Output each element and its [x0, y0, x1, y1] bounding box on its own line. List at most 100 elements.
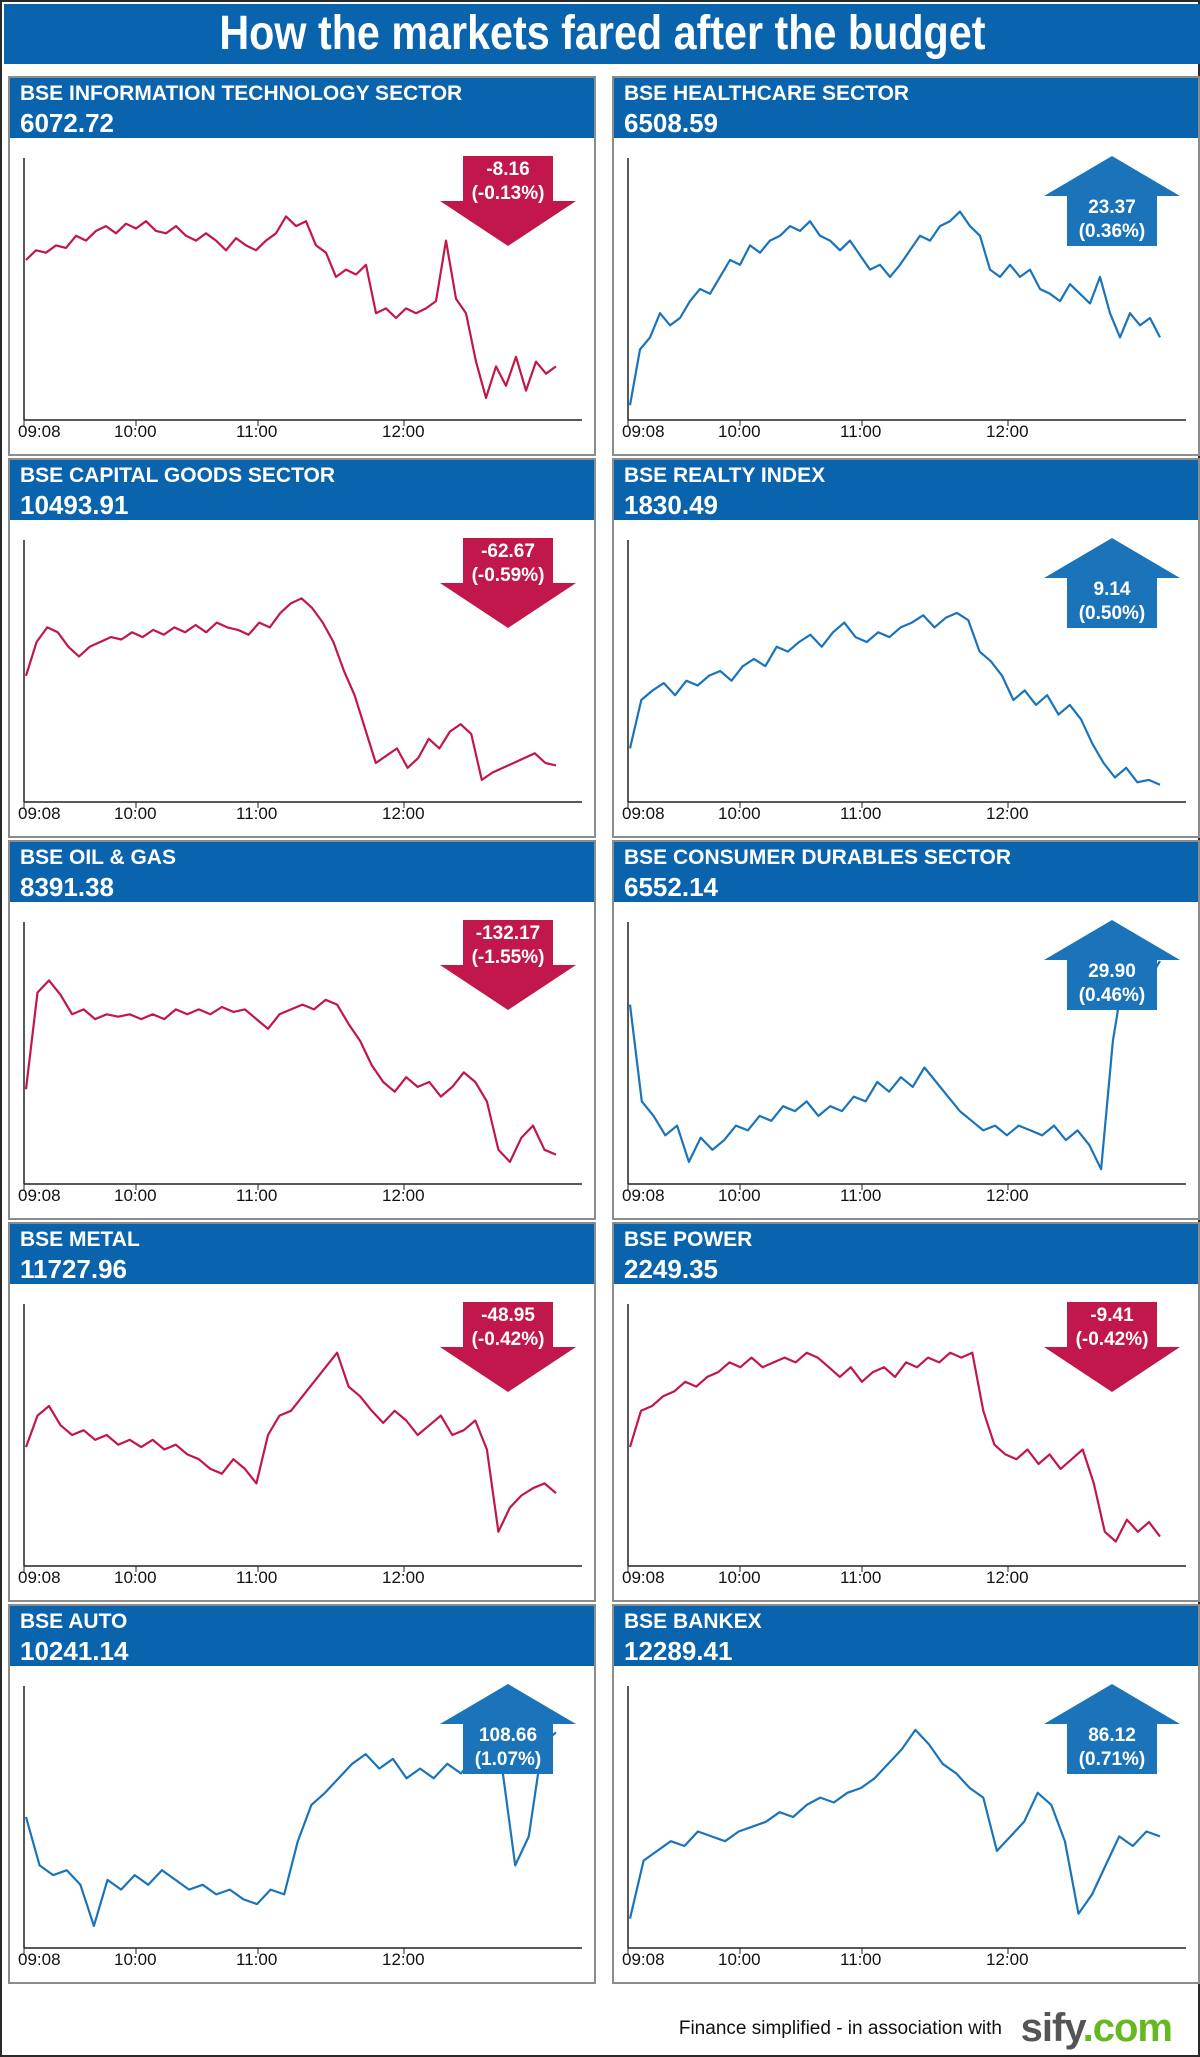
chart-panel: BSE OIL & GAS 8391.38 09:08 10:00 11:00 12:00…: [8, 840, 596, 1220]
panel-header: BSE INFORMATION TECHNOLOGY SECTOR 6072.72: [10, 78, 594, 138]
change-badge-up-arrow: 23.37 (0.36%): [1042, 156, 1182, 246]
chart-panel: BSE CONSUMER DURABLES SECTOR 6552.14 09:08…: [612, 840, 1200, 1220]
index-value: 12289.41: [624, 1636, 733, 1666]
x-tick-label: 10:00: [718, 422, 761, 441]
change-value: -8.16: [486, 159, 530, 180]
down-arrow-icon: [440, 920, 576, 1010]
x-tick-label: 09:08: [18, 422, 61, 441]
sify-logo-com: com: [1092, 2006, 1173, 2050]
change-percent: (0.46%): [1078, 985, 1146, 1006]
x-tick-label: 11:00: [840, 422, 882, 441]
sify-logo-dot: .: [1082, 2006, 1094, 2050]
line-chart: [627, 922, 1186, 1190]
change-percent: (-0.59%): [471, 565, 545, 586]
panel-header: BSE POWER 2249.35: [614, 1224, 1198, 1284]
x-tick-label: 10:00: [718, 1950, 761, 1969]
index-value: 1830.49: [624, 490, 718, 520]
down-arrow-icon: [440, 1302, 576, 1392]
change-badge-up-arrow: 108.66 (1.07%): [438, 1684, 578, 1774]
change-badge-down-arrow: -132.17 (-1.55%): [438, 920, 578, 1010]
index-name: BSE METAL: [20, 1228, 140, 1251]
series-line: [628, 960, 1161, 1171]
change-percent: (-0.42%): [1075, 1329, 1149, 1350]
x-tick-label: 10:00: [114, 422, 157, 441]
index-name: BSE HEALTHCARE SECTOR: [624, 82, 910, 105]
change-percent: (0.36%): [1078, 221, 1146, 242]
change-value: 108.66: [478, 1725, 538, 1746]
x-tick-label: 10:00: [114, 804, 157, 823]
chart-panel: BSE CAPITAL GOODS SECTOR 10493.91 09:08 10:…: [8, 458, 596, 838]
x-tick-label: 11:00: [236, 422, 278, 441]
x-tick-label: 09:08: [622, 804, 665, 823]
series-line: [25, 215, 557, 399]
change-badge-up-arrow: 9.14 (0.50%): [1042, 538, 1182, 628]
x-tick-label: 09:08: [622, 1568, 665, 1587]
series-line: [24, 597, 557, 781]
line-chart: [627, 1304, 1186, 1572]
series-line: [24, 979, 557, 1163]
series-line: [24, 1351, 557, 1533]
x-tick-label: 09:08: [18, 1950, 61, 1969]
down-arrow-icon: [440, 156, 576, 246]
panel-header: BSE OIL & GAS 8391.38: [10, 842, 594, 902]
x-tick-label: 09:08: [622, 1186, 665, 1205]
line-chart: [23, 540, 582, 808]
x-tick-label: 12:00: [986, 1186, 1029, 1205]
series-line: [628, 1351, 1161, 1543]
change-percent: (0.71%): [1078, 1749, 1146, 1770]
down-arrow-icon: [1044, 1302, 1180, 1392]
index-name: BSE CONSUMER DURABLES SECTOR: [624, 846, 1011, 869]
change-percent: (1.07%): [474, 1749, 542, 1770]
up-arrow-icon: [1044, 920, 1180, 1010]
x-tick-label: 12:00: [986, 1568, 1029, 1587]
index-value: 6552.14: [624, 872, 718, 902]
x-tick-label: 09:08: [622, 422, 665, 441]
panel-header: BSE BANKEX 12289.41: [614, 1606, 1198, 1666]
panel-header: BSE HEALTHCARE SECTOR 6508.59: [614, 78, 1198, 138]
chart-panel: BSE POWER 2249.35 09:08 10:00 11:00 12:00 -9.4…: [612, 1222, 1200, 1602]
x-tick-label: 09:08: [18, 1568, 61, 1587]
footer: Finance simplified - in association with…: [622, 2006, 1192, 2050]
index-name: BSE CAPITAL GOODS SECTOR: [20, 464, 336, 487]
change-value: 29.90: [1088, 961, 1136, 982]
x-tick-label: 11:00: [236, 1186, 278, 1205]
panel-header: BSE METAL 11727.96: [10, 1224, 594, 1284]
index-value: 8391.38: [20, 872, 114, 902]
change-percent: (-0.42%): [471, 1329, 545, 1350]
index-value: 10241.14: [20, 1636, 129, 1666]
infographic-title: How the markets fared after the budget: [4, 4, 1200, 64]
line-chart: [23, 158, 582, 426]
change-badge-up-arrow: 86.12 (0.71%): [1042, 1684, 1182, 1774]
change-badge-up-arrow: 29.90 (0.46%): [1042, 920, 1182, 1010]
chart-panel: BSE AUTO 10241.14 09:08 10:00 11:00 12:00 108.…: [8, 1604, 596, 1984]
index-name: BSE BANKEX: [624, 1610, 762, 1633]
x-tick-label: 12:00: [382, 1568, 425, 1587]
x-tick-label: 11:00: [840, 804, 882, 823]
x-tick-label: 11:00: [236, 1950, 278, 1969]
change-value: 86.12: [1088, 1725, 1136, 1746]
change-percent: (0.50%): [1078, 603, 1146, 624]
change-value: 23.37: [1088, 197, 1136, 218]
line-chart: [23, 922, 582, 1190]
line-chart: [627, 158, 1186, 426]
series-line: [628, 210, 1161, 406]
sify-logo-main: sify: [1020, 2006, 1084, 2050]
x-tick-label: 10:00: [114, 1568, 157, 1587]
x-tick-label: 10:00: [718, 804, 761, 823]
change-badge-down-arrow: -48.95 (-0.42%): [438, 1302, 578, 1392]
change-badge-down-arrow: -9.41 (-0.42%): [1042, 1302, 1182, 1392]
x-tick-label: 09:08: [18, 804, 61, 823]
index-name: BSE OIL & GAS: [20, 846, 176, 869]
index-value: 2249.35: [624, 1254, 718, 1284]
chart-panel: BSE INFORMATION TECHNOLOGY SECTOR 6072.72…: [8, 76, 596, 456]
x-tick-label: 09:08: [18, 1186, 61, 1205]
index-name: BSE REALTY INDEX: [624, 464, 826, 487]
x-tick-label: 11:00: [840, 1568, 882, 1587]
panel-header: BSE AUTO 10241.14: [10, 1606, 594, 1666]
up-arrow-icon: [1044, 538, 1180, 628]
down-arrow-icon: [440, 538, 576, 628]
panel-header: BSE REALTY INDEX 1830.49: [614, 460, 1198, 520]
line-chart: [627, 1686, 1186, 1954]
chart-panel: BSE BANKEX 12289.41 09:08 10:00 11:00 12:00 86…: [612, 1604, 1200, 1984]
change-percent: (-0.13%): [471, 183, 545, 204]
